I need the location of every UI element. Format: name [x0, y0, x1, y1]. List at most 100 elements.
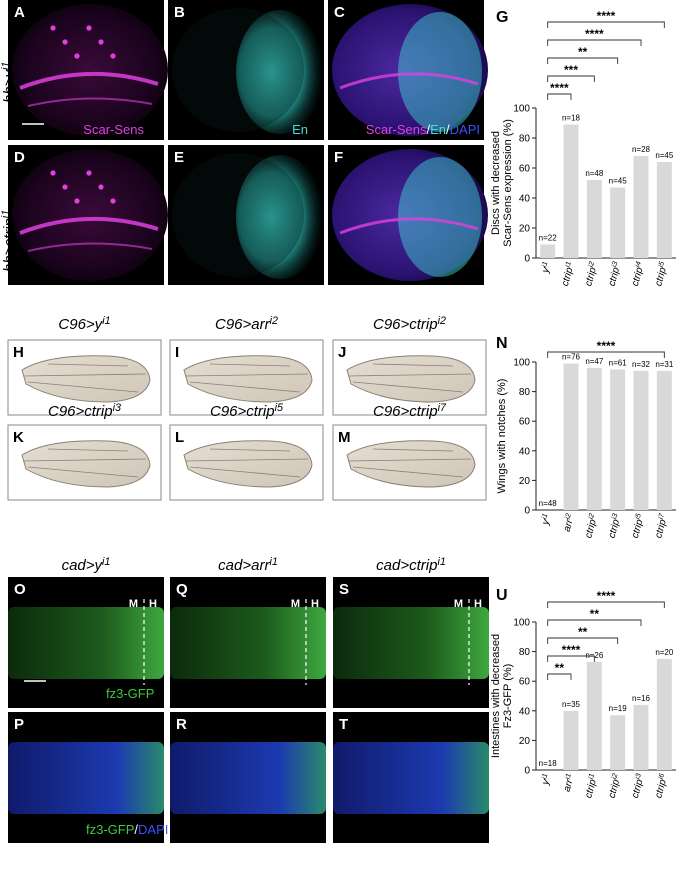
- channel-label-part: En: [430, 122, 446, 137]
- bar: [563, 710, 579, 770]
- y-tick-label: 80: [519, 647, 531, 658]
- sens-stripe: [27, 242, 153, 252]
- gut-title: cad>ctripi1: [376, 556, 446, 574]
- x-tick-label: ctripi3: [604, 260, 623, 287]
- n-label: n=61: [609, 358, 628, 367]
- n-label: n=32: [632, 360, 651, 369]
- channel-label-fz3-dapi: fz3-GFP/DAPI: [86, 822, 168, 837]
- label-sup: i2: [609, 772, 619, 780]
- wing-veins: [23, 448, 147, 478]
- gut-title: cad>arri1: [218, 556, 278, 574]
- panel-letter: O: [14, 581, 26, 598]
- n-label: n=45: [609, 177, 628, 186]
- label-main: ctrip: [653, 518, 669, 540]
- channel-label-scar-sens: Scar-Sens: [83, 122, 144, 137]
- y-tick-label: 40: [519, 706, 531, 717]
- sens-dot: [74, 198, 80, 204]
- n-label: n=18: [562, 114, 581, 123]
- channel-label-part: DAPI: [138, 822, 168, 837]
- wing-title: C96>yi1: [58, 315, 110, 333]
- label-main: C96>ctrip: [48, 403, 113, 420]
- channel-label-part: /: [427, 122, 431, 137]
- label-main: ctrip: [583, 518, 599, 540]
- label-sup: i1: [539, 772, 549, 780]
- bar: [656, 370, 672, 510]
- bar: [656, 659, 672, 770]
- bar: [610, 187, 626, 258]
- y-tick-label: 0: [524, 506, 530, 517]
- significance-label: ***: [564, 63, 578, 77]
- label-main: y: [540, 517, 552, 527]
- label-main: cad>ctrip: [376, 557, 437, 574]
- x-tick-label: arri1: [559, 772, 576, 793]
- label-sup: i1: [539, 512, 549, 520]
- x-tick-label: ctripi7: [651, 511, 670, 539]
- y-tick-label: 60: [519, 164, 531, 175]
- gut-tissue: [8, 742, 164, 814]
- wing-title: C96>ctripi3: [48, 402, 121, 420]
- y-tick-label: 40: [519, 446, 531, 457]
- gut-tissue: [170, 607, 326, 679]
- micrograph-panel-b: B: [168, 0, 324, 140]
- panel-letter: F: [334, 149, 343, 166]
- midgut-label: M: [454, 598, 463, 610]
- x-tick-label: yi1: [538, 772, 554, 787]
- significance-label: ****: [597, 339, 616, 353]
- y-tick-label: 100: [513, 104, 530, 115]
- significance-bracket: [547, 351, 665, 358]
- significance-bracket: [547, 39, 642, 46]
- label-sup: i2: [586, 512, 596, 520]
- label-sup: i5: [633, 511, 643, 520]
- disc-shape: [172, 153, 304, 277]
- bar: [633, 370, 649, 510]
- label-main: ctrip: [583, 778, 599, 800]
- label-main: ctrip: [607, 266, 623, 288]
- channel-label-fz3: fz3-GFP: [106, 686, 154, 701]
- panel-letter: D: [14, 149, 25, 166]
- label-main: ctrip: [653, 266, 669, 288]
- bar: [656, 162, 672, 258]
- label-main: cad>y: [62, 557, 104, 574]
- label-main: ctrip: [607, 778, 623, 800]
- channel-label-part: /: [134, 822, 138, 837]
- y-tick-label: 60: [519, 677, 531, 688]
- y-tick-label: 20: [519, 736, 531, 747]
- wing-veins: [348, 448, 472, 478]
- label-sup: i1: [0, 210, 12, 218]
- hindgut-label: H: [311, 598, 319, 610]
- channel-label-part: fz3-GFP: [86, 822, 134, 837]
- significance-label: ****: [585, 27, 604, 41]
- n-label: n=28: [632, 145, 651, 154]
- significance-bracket: [547, 619, 642, 626]
- x-tick-label: ctripi4: [628, 260, 647, 287]
- midgut-label: M: [291, 598, 300, 610]
- label-sup: i6: [656, 772, 666, 780]
- n-label: n=19: [609, 704, 628, 713]
- x-tick-label: ctripi2: [581, 512, 600, 539]
- y-tick-label: 0: [524, 766, 530, 777]
- gut-panel-p: P: [8, 712, 164, 843]
- significance-bracket: [547, 673, 572, 680]
- disc-shape: [12, 149, 168, 281]
- n-label: n=48: [585, 169, 604, 178]
- wing-panel-l: L: [169, 424, 324, 501]
- significance-label: **: [578, 625, 588, 639]
- panel-letter: T: [339, 716, 348, 733]
- wing-panel-h: H: [7, 339, 162, 416]
- x-tick-label: arri2: [559, 512, 576, 533]
- label-sup: i7: [438, 402, 447, 414]
- gut-title: cad>yi1: [62, 556, 111, 574]
- label-main: y: [540, 265, 552, 275]
- sens-dot: [50, 170, 56, 176]
- label-main: y: [540, 777, 552, 787]
- significance-bracket: [547, 75, 595, 82]
- label-sup: i1: [586, 772, 596, 780]
- wing-panel-m: M: [332, 424, 487, 501]
- x-tick-label: ctripi3: [628, 772, 647, 799]
- label-sup: i3: [609, 512, 619, 520]
- label-sup: i3: [633, 772, 643, 780]
- significance-bracket: [547, 21, 665, 28]
- channel-label-part: DAPI: [450, 122, 480, 137]
- disc-shape: [12, 4, 168, 136]
